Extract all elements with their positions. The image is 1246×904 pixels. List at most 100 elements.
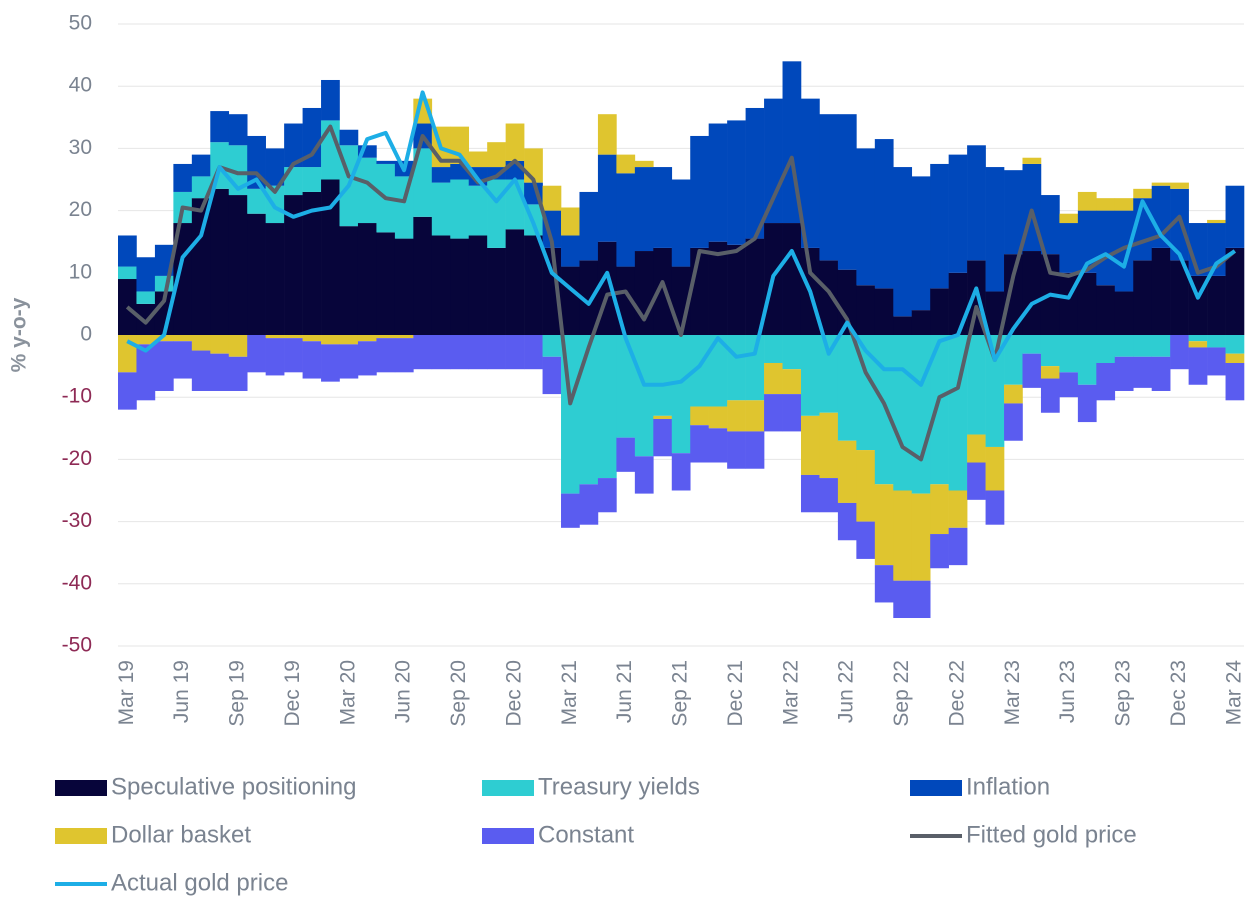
bar-segment: [690, 247, 709, 335]
bar-segment: [339, 335, 359, 345]
bar-segment: [764, 394, 783, 432]
bar-segment: [764, 335, 783, 363]
bar-segment: [210, 111, 230, 143]
legend-label: Constant: [538, 821, 634, 848]
bar-segment: [690, 425, 709, 463]
bar-segment: [136, 344, 156, 401]
bar-segment: [450, 335, 470, 370]
bar-segment: [1022, 335, 1042, 354]
x-tick-label: Jun 23: [1056, 660, 1079, 723]
bar-segment: [247, 213, 266, 335]
bar-segment: [1004, 335, 1023, 385]
bar-segment: [653, 415, 673, 419]
bar-segment: [173, 341, 193, 379]
bar-segment: [782, 335, 802, 370]
bar-segment: [265, 335, 285, 339]
bar-segment: [1004, 384, 1023, 404]
x-tick-label: Jun 19: [170, 660, 193, 723]
bar-segment: [1077, 384, 1097, 423]
bar-segment: [1188, 347, 1208, 385]
legend-swatch: [482, 780, 534, 796]
bar-segment: [874, 565, 894, 603]
bar-segment: [394, 335, 414, 339]
bar-segment: [1096, 362, 1116, 401]
bar-segment: [1040, 195, 1060, 255]
bar-segment: [542, 356, 562, 395]
bar-segment: [561, 266, 580, 335]
bar-segment: [1022, 157, 1042, 164]
x-tick-label: Jun 22: [835, 660, 858, 723]
bar-segment: [948, 527, 968, 566]
bar-segment: [1114, 210, 1134, 292]
x-tick-label: Dec 20: [502, 660, 525, 727]
bar-segment: [911, 493, 931, 581]
bar-segment: [321, 179, 340, 335]
bar-segment: [985, 291, 1005, 335]
bar-segment: [727, 244, 746, 335]
bar-segment: [708, 241, 728, 335]
bar-segment: [1133, 335, 1153, 357]
bar-segment: [1225, 335, 1245, 354]
bar-segment: [634, 167, 654, 252]
y-tick-label: -20: [62, 447, 92, 470]
bar-segment: [967, 335, 986, 435]
bar-segment: [616, 335, 636, 438]
bar-segment: [505, 229, 525, 335]
bar-segment: [967, 462, 986, 500]
bar-segment: [1096, 335, 1116, 363]
bar-segment: [634, 160, 654, 168]
bar-segment: [1059, 335, 1079, 373]
bar-segment: [764, 362, 783, 395]
bar-segment: [1114, 291, 1134, 335]
bar-segment: [1114, 356, 1134, 391]
bar-segment: [893, 316, 913, 335]
bar-segment: [339, 344, 359, 379]
bar-segment: [431, 182, 451, 236]
bar-segment: [579, 260, 599, 335]
bar-segment: [1133, 188, 1153, 199]
bar-segment: [1225, 362, 1245, 401]
bar-segment: [874, 335, 894, 485]
bar-segment: [1040, 335, 1060, 367]
legend-swatch: [910, 780, 962, 796]
bar-segment: [561, 235, 580, 267]
bar-segment: [819, 260, 839, 335]
x-tick-label: Dec 21: [724, 660, 747, 727]
bar-segment: [708, 406, 728, 429]
bar-segment: [394, 238, 414, 335]
bar-segment: [948, 272, 968, 335]
bar-segment: [727, 400, 746, 432]
bar-segment: [800, 98, 820, 248]
bar-segment: [1059, 213, 1079, 224]
x-tick-label: Mar 23: [1001, 660, 1024, 725]
bar-segment: [1040, 378, 1060, 413]
bar-segment: [1059, 223, 1079, 273]
bar-segment: [1077, 191, 1097, 211]
x-tick-label: Sep 20: [447, 660, 470, 727]
legend-swatch: [55, 780, 107, 796]
bar-segment: [1133, 260, 1153, 335]
bar-segment: [468, 151, 488, 168]
legend-label: Fitted gold price: [966, 821, 1137, 848]
bar-segment: [616, 173, 636, 267]
bar-segment: [1114, 198, 1134, 211]
bar-segment: [376, 338, 396, 373]
bar-segment: [930, 534, 949, 569]
bar-segment: [154, 275, 174, 292]
x-tick-label: Dec 22: [945, 660, 968, 727]
x-tick-label: Sep 22: [890, 660, 913, 727]
bar-segment: [136, 257, 156, 292]
bar-segment: [1207, 335, 1226, 348]
bar-segment: [911, 580, 931, 619]
bar-segment: [542, 185, 562, 211]
bar-segment: [653, 335, 673, 416]
bar-segment: [302, 341, 322, 379]
bar-segment: [819, 335, 839, 413]
bar-segment: [357, 157, 377, 224]
bar-segment: [487, 247, 506, 335]
bar-segment: [690, 335, 709, 407]
bar-segment: [1151, 335, 1171, 357]
bar-segment: [468, 235, 488, 335]
bar-segment: [154, 291, 174, 335]
bar-segment: [542, 335, 562, 357]
